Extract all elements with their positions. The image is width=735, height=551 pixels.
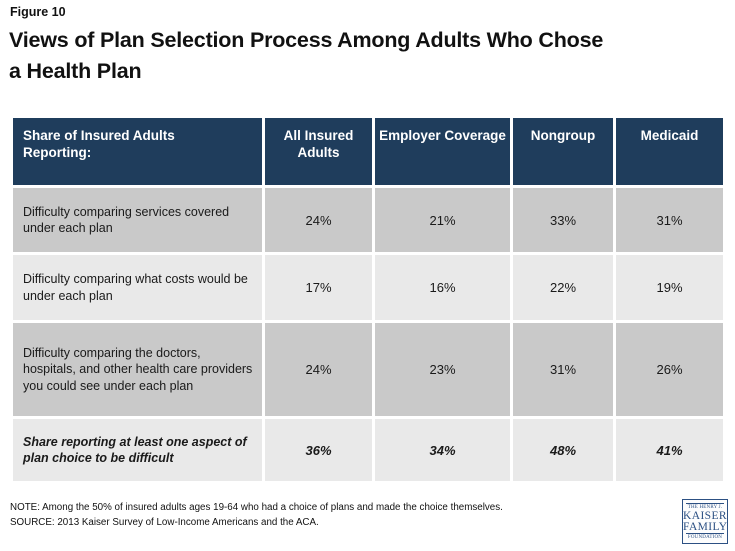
- row-value: 24%: [262, 185, 375, 255]
- row-label: Difficulty comparing the doctors, hospit…: [10, 320, 265, 419]
- row-value: 24%: [262, 320, 375, 419]
- row-value: 16%: [372, 252, 513, 323]
- header-cell-nongroup: Nongroup: [510, 115, 616, 188]
- row-value: 31%: [613, 185, 726, 255]
- row-value: 41%: [613, 416, 726, 484]
- page-title-line1: Views of Plan Selection Process Among Ad…: [9, 28, 604, 52]
- row-value: 26%: [613, 320, 726, 419]
- row-label: Difficulty comparing services covered un…: [10, 185, 265, 255]
- logo-line-family: FAMILY: [683, 520, 728, 533]
- row-label: Difficulty comparing what costs would be…: [10, 252, 265, 323]
- logo-rule-top: [686, 503, 724, 504]
- row-value: 19%: [613, 252, 726, 323]
- logo-line-kaiser: KAISER: [683, 510, 727, 522]
- row-value: 21%: [372, 185, 513, 255]
- row-value: 36%: [262, 416, 375, 484]
- page-title: Views of Plan Selection Process Among Ad…: [9, 25, 731, 87]
- header-cell-all-insured: All Insured Adults: [262, 115, 375, 188]
- header-cell-row-label: Share of Insured Adults Reporting:: [10, 115, 265, 188]
- row-value: 48%: [510, 416, 616, 484]
- table-body: Difficulty comparing services covered un…: [10, 185, 726, 484]
- header-cell-employer: Employer Coverage: [372, 115, 513, 188]
- data-table: Share of Insured Adults Reporting: All I…: [10, 115, 726, 484]
- table-row: Difficulty comparing what costs would be…: [10, 252, 726, 323]
- row-value: 23%: [372, 320, 513, 419]
- table-row: Difficulty comparing services covered un…: [10, 185, 726, 255]
- logo-line-henry: THE HENRY J.: [687, 505, 723, 510]
- row-value: 33%: [510, 185, 616, 255]
- figure-number: Figure 10: [10, 5, 66, 19]
- note-text: NOTE: Among the 50% of insured adults ag…: [10, 502, 503, 513]
- page-title-line2: a Health Plan: [9, 59, 142, 83]
- footer-notes: NOTE: Among the 50% of insured adults ag…: [10, 500, 650, 530]
- header-cell-medicaid: Medicaid: [613, 115, 726, 188]
- logo-rule-bottom: [686, 533, 724, 534]
- row-value: 22%: [510, 252, 616, 323]
- table-row: Difficulty comparing the doctors, hospit…: [10, 320, 726, 419]
- row-value: 17%: [262, 252, 375, 323]
- row-value: 31%: [510, 320, 616, 419]
- row-label: Share reporting at least one aspect of p…: [10, 416, 265, 484]
- kaiser-family-foundation-logo: THE HENRY J. KAISER FAMILY FOUNDATION: [682, 499, 728, 544]
- table-header-row: Share of Insured Adults Reporting: All I…: [10, 115, 726, 188]
- table-row: Share reporting at least one aspect of p…: [10, 416, 726, 484]
- table-header: Share of Insured Adults Reporting: All I…: [10, 115, 726, 188]
- logo-line-foundation: FOUNDATION: [687, 535, 723, 540]
- row-value: 34%: [372, 416, 513, 484]
- source-text: SOURCE: 2013 Kaiser Survey of Low-Income…: [10, 517, 319, 528]
